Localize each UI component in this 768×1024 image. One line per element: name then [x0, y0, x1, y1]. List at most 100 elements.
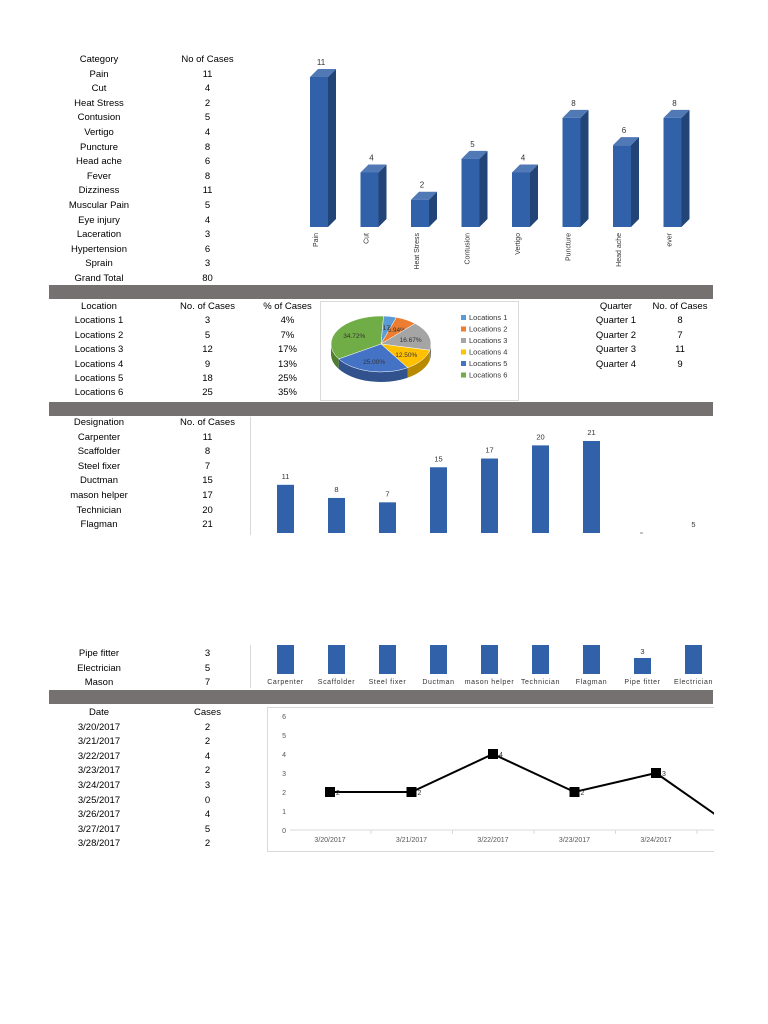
pie-slice-side: [407, 350, 430, 378]
slice-label: 34.72%: [343, 333, 365, 340]
data-label: 11: [317, 58, 326, 67]
category-label: Heat Stress: [414, 233, 421, 270]
date-line-chart: 0 1 2 3 4 5 6 3/20/2017 3/21/2017 3/22/2017 3/23/2…: [282, 714, 739, 844]
row-value: 3: [204, 229, 211, 241]
bar: [532, 445, 549, 533]
data-label: 8: [334, 485, 338, 494]
row-label: Electrician: [77, 662, 121, 674]
row-label: Vertigo: [84, 127, 114, 138]
bar: [461, 158, 480, 227]
data-label: 4: [521, 153, 526, 162]
row-label: 3/27/2017: [77, 823, 121, 835]
bar: [583, 441, 600, 533]
category-label: Steel fixer: [369, 679, 407, 686]
pie-slice: [338, 343, 409, 373]
bar: [328, 497, 345, 533]
row-value: 8: [204, 170, 211, 182]
legend-swatch: [461, 315, 466, 320]
bar: [562, 117, 581, 227]
data-label: 6: [622, 126, 627, 135]
bar: [430, 645, 447, 674]
row-label: Contusion: [77, 112, 121, 124]
row-value: 3: [204, 258, 211, 270]
bar-side: [328, 69, 336, 227]
column-header: Cases: [194, 707, 221, 718]
designation-bar-chart-lower: Carpenter Scaffolder Steel fixer Ductman mas…: [267, 645, 712, 686]
data-label: 2: [581, 790, 585, 797]
data-label: 5: [691, 520, 695, 529]
legend-swatch: [461, 349, 466, 355]
row-label: Muscular Pain: [68, 200, 130, 211]
data-label: 4: [499, 752, 503, 759]
row-value: 4: [204, 127, 211, 138]
bar: [277, 645, 294, 674]
y-tick-label: 1: [282, 809, 286, 816]
section-divider: [49, 690, 713, 704]
row-label: 3/21/2017: [77, 736, 121, 748]
y-tick-label: 3: [282, 771, 286, 778]
row-value: 11: [202, 431, 213, 443]
row-value: 17: [202, 490, 213, 501]
column-header: Date: [88, 707, 110, 718]
row-label: Mason: [84, 677, 114, 689]
pie-chart-frame: 4.17% 6.94% 16.67% 12.50% 25.00% 34.72% Locati…: [320, 301, 519, 401]
row-label: 3/26/2017: [77, 809, 121, 821]
legend-label: Locations 3: [469, 336, 507, 345]
row-value: 0: [204, 794, 211, 806]
data-point: [406, 787, 417, 797]
row-value: 17%: [277, 344, 297, 356]
pie-slice-side: [338, 358, 408, 382]
row-label: Locations 6: [74, 387, 124, 399]
bar-side: [378, 164, 387, 227]
row-value: 2: [204, 97, 211, 109]
category-bar-chart: 11 Pain 4 Cut 2 Heat Stress 5 Contusion 4 Vertigo…: [310, 58, 690, 270]
row-label: 3/23/2017: [77, 765, 121, 777]
bar: [411, 199, 429, 227]
row-value: 13%: [277, 358, 297, 370]
data-label: 20: [536, 432, 544, 441]
row-value: 5: [204, 662, 211, 674]
data-label: 4: [369, 153, 374, 162]
category-label: ever: [667, 232, 674, 246]
row-label: 3/28/2017: [77, 838, 121, 850]
data-label: 3: [640, 647, 644, 656]
row-value: 7: [204, 460, 211, 472]
column-header: % of Cases: [263, 301, 312, 312]
row-value: 8: [677, 315, 683, 327]
slice-label: 25.00%: [363, 359, 385, 366]
bar-side: [681, 109, 690, 227]
row-value: 4: [204, 809, 211, 821]
legend-swatch: [461, 326, 466, 332]
row-label: Locations 1: [74, 315, 124, 327]
category-label: Carpenter: [267, 679, 304, 686]
row-value: 80: [202, 273, 213, 284]
legend-label: Locations 1: [469, 313, 507, 322]
y-tick-label: 0: [282, 828, 286, 835]
section-divider: [49, 402, 713, 416]
bar: [360, 172, 379, 227]
bar-top: [310, 69, 336, 77]
row-label: Pipe fitter: [78, 648, 120, 659]
row-label: Steel fixer: [77, 460, 121, 472]
chart-border: [250, 645, 251, 688]
data-label: 8: [672, 99, 677, 108]
row-value: 5: [204, 823, 211, 835]
row-label: Pain: [89, 68, 109, 80]
row-value: 11: [202, 185, 213, 197]
category-label: Cut: [364, 233, 371, 244]
row-value: 8: [204, 446, 211, 458]
row-value: 18: [202, 373, 213, 384]
row-value: 5: [204, 329, 211, 341]
row-value: 5: [204, 112, 211, 124]
category-label: mason helper: [465, 679, 515, 686]
data-point: [569, 787, 580, 797]
legend-swatch: [461, 372, 466, 378]
data-point: [488, 749, 498, 759]
row-label: Flagman: [80, 519, 118, 531]
bar: [583, 645, 600, 674]
data-point: [651, 768, 661, 778]
row-value: 4: [204, 83, 211, 95]
row-label: Quarter 1: [595, 315, 637, 327]
legend-label: Locations 5: [469, 359, 507, 368]
row-value: 7: [677, 329, 683, 341]
